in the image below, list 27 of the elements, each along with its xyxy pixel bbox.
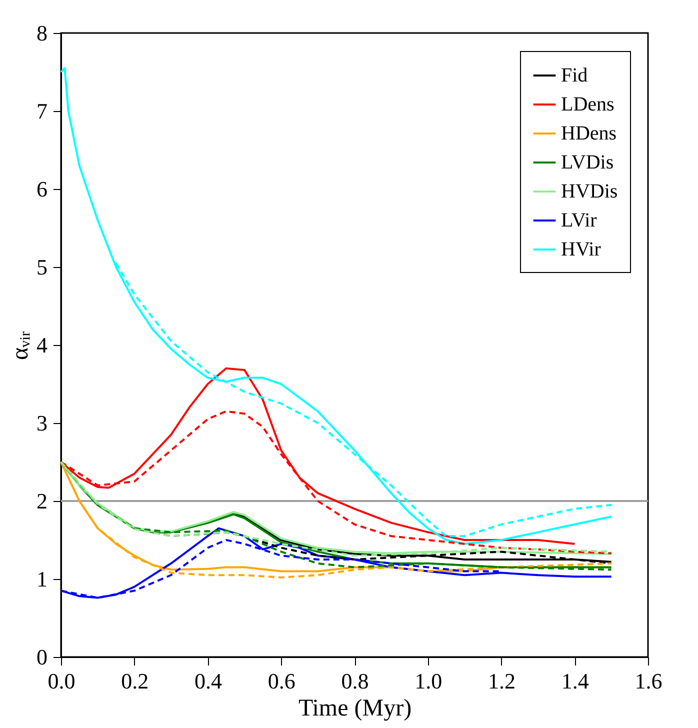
y-tick-label: 6 [36,176,48,202]
y-tick-label: 1 [36,566,48,592]
y-tick-label: 8 [36,20,48,46]
legend-label: LVir [561,210,598,232]
legend-label: LDens [561,94,615,116]
x-tick-label: 1.2 [488,668,516,694]
x-tick-label: 1.4 [561,668,589,694]
x-tick-label: 1.6 [634,668,662,694]
x-tick-label: 0.2 [121,668,149,694]
legend-label: HVir [561,238,602,260]
x-tick-label: 0.4 [194,668,222,694]
x-tick-label: 0.8 [341,668,369,694]
legend-label: HVDis [561,180,618,202]
y-tick-label: 4 [36,332,48,358]
legend-label: Fid [561,64,588,86]
y-axis-title: αᵥᵢᵣ [8,330,34,360]
y-tick-label: 2 [36,488,48,514]
x-tick-label: 0.6 [268,668,296,694]
y-tick-label: 5 [36,254,48,280]
legend-label: LVDis [561,152,614,174]
x-tick-label: 0.0 [48,668,76,694]
y-tick-label: 7 [36,98,48,124]
legend-label: HDens [561,122,617,144]
y-tick-label: 0 [36,644,48,670]
x-axis-title: Time (Myr) [298,696,412,722]
x-tick-label: 1.0 [414,668,442,694]
y-tick-label: 3 [36,410,48,436]
